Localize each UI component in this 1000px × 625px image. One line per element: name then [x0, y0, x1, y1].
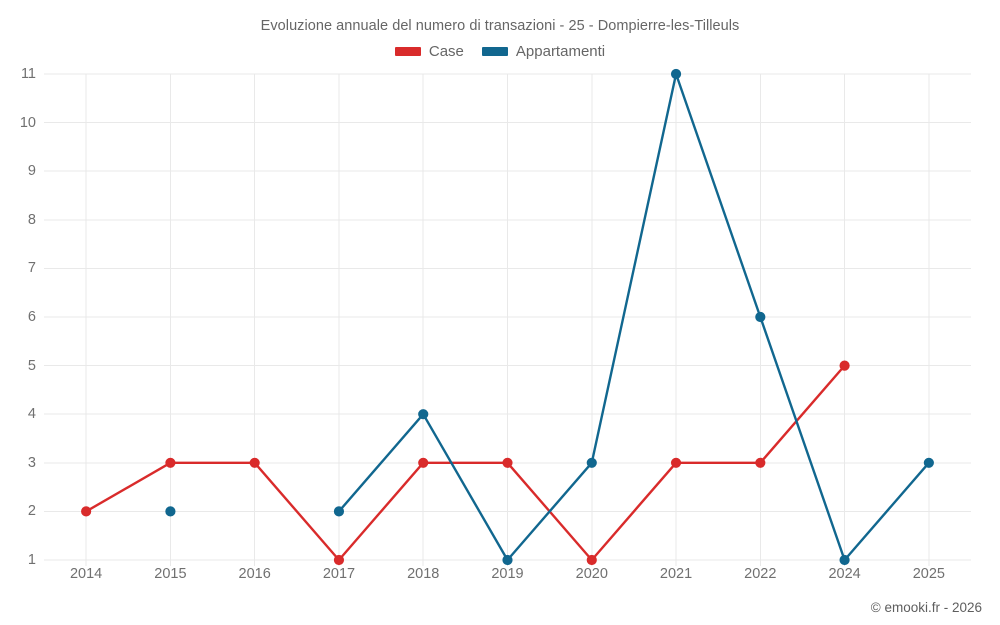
x-axis-tick-labels: 2014 2015 2016 2017 2018 2019 2020 2021 2022 2024…	[44, 566, 971, 590]
data-point-case-2024[interactable]	[839, 360, 850, 371]
data-point-appartamenti-2020[interactable]	[586, 457, 597, 468]
data-point-appartamenti-2017[interactable]	[333, 506, 345, 517]
x-axis-label-2025: 2025	[912, 566, 945, 582]
x-axis-label-2014: 2014	[69, 566, 103, 582]
legend-item-appartamenti[interactable]: Appartamenti	[481, 43, 606, 60]
x-axis-label-2021: 2021	[659, 566, 693, 582]
data-point-case-2015[interactable]	[165, 457, 176, 468]
y-axis-label-9: 9	[27, 163, 36, 180]
legend-label-appartamenti: Appartamenti	[515, 43, 606, 60]
y-axis-label-4: 4	[27, 406, 36, 423]
x-axis-label-2024: 2024	[828, 566, 861, 582]
legend-swatch-appartamenti	[481, 47, 508, 56]
data-point-case-2017[interactable]	[333, 554, 345, 566]
y-axis-label-8: 8	[27, 211, 36, 228]
y-axis-label-6: 6	[27, 309, 36, 325]
data-point-case-2020[interactable]	[586, 554, 597, 566]
y-axis-label-11: 11	[20, 66, 36, 82]
data-point-appartamenti-2015[interactable]	[165, 506, 176, 517]
legend-swatch-case	[394, 47, 421, 56]
x-axis-label-2017: 2017	[322, 566, 356, 582]
data-point-case-2018[interactable]	[418, 457, 429, 468]
x-axis-label-2018: 2018	[407, 566, 440, 582]
legend-item-case[interactable]: Case	[394, 43, 464, 60]
data-point-case-2019[interactable]	[502, 457, 513, 468]
plot-svg	[44, 68, 971, 566]
data-point-appartamenti-2018[interactable]	[418, 409, 429, 420]
y-axis-tick-labels: 1 2 3 4 5 6 7 8 9 10 11	[0, 66, 36, 568]
x-axis-label-2020: 2020	[575, 566, 608, 582]
x-axis-label-2022: 2022	[744, 566, 777, 582]
y-axis-label-5: 5	[27, 357, 36, 374]
y-axis-label-3: 3	[27, 454, 36, 471]
data-point-case-2022[interactable]	[755, 457, 766, 468]
data-point-case-2014[interactable]	[81, 506, 92, 517]
legend-label-case: Case	[428, 43, 464, 60]
chart-legend: Case Appartamenti	[0, 44, 1000, 59]
y-axis-label-10: 10	[19, 114, 36, 131]
data-point-case-2016[interactable]	[249, 457, 260, 468]
data-point-appartamenti-2025[interactable]	[923, 457, 934, 468]
copyright-credit: © emooki.fr - 2026	[870, 600, 982, 615]
y-axis-label-1: 1	[27, 552, 36, 568]
y-axis-label-7: 7	[27, 260, 36, 277]
plot-area	[44, 68, 971, 566]
chart-title: Evoluzione annuale del numero di transaz…	[260, 18, 740, 34]
x-axis-label-2015: 2015	[154, 566, 187, 582]
y-axis-label-2: 2	[27, 503, 36, 520]
data-point-appartamenti-2019[interactable]	[502, 554, 513, 566]
series-line-case	[84, 364, 846, 562]
x-axis-label-2019: 2019	[491, 566, 524, 582]
data-point-appartamenti-2024[interactable]	[839, 554, 850, 566]
x-axis-label-2016: 2016	[238, 566, 271, 582]
data-point-case-2021[interactable]	[670, 457, 682, 468]
data-point-appartamenti-2021[interactable]	[670, 68, 682, 80]
data-point-appartamenti-2022[interactable]	[755, 311, 766, 323]
series-line-appartamenti	[337, 72, 931, 562]
